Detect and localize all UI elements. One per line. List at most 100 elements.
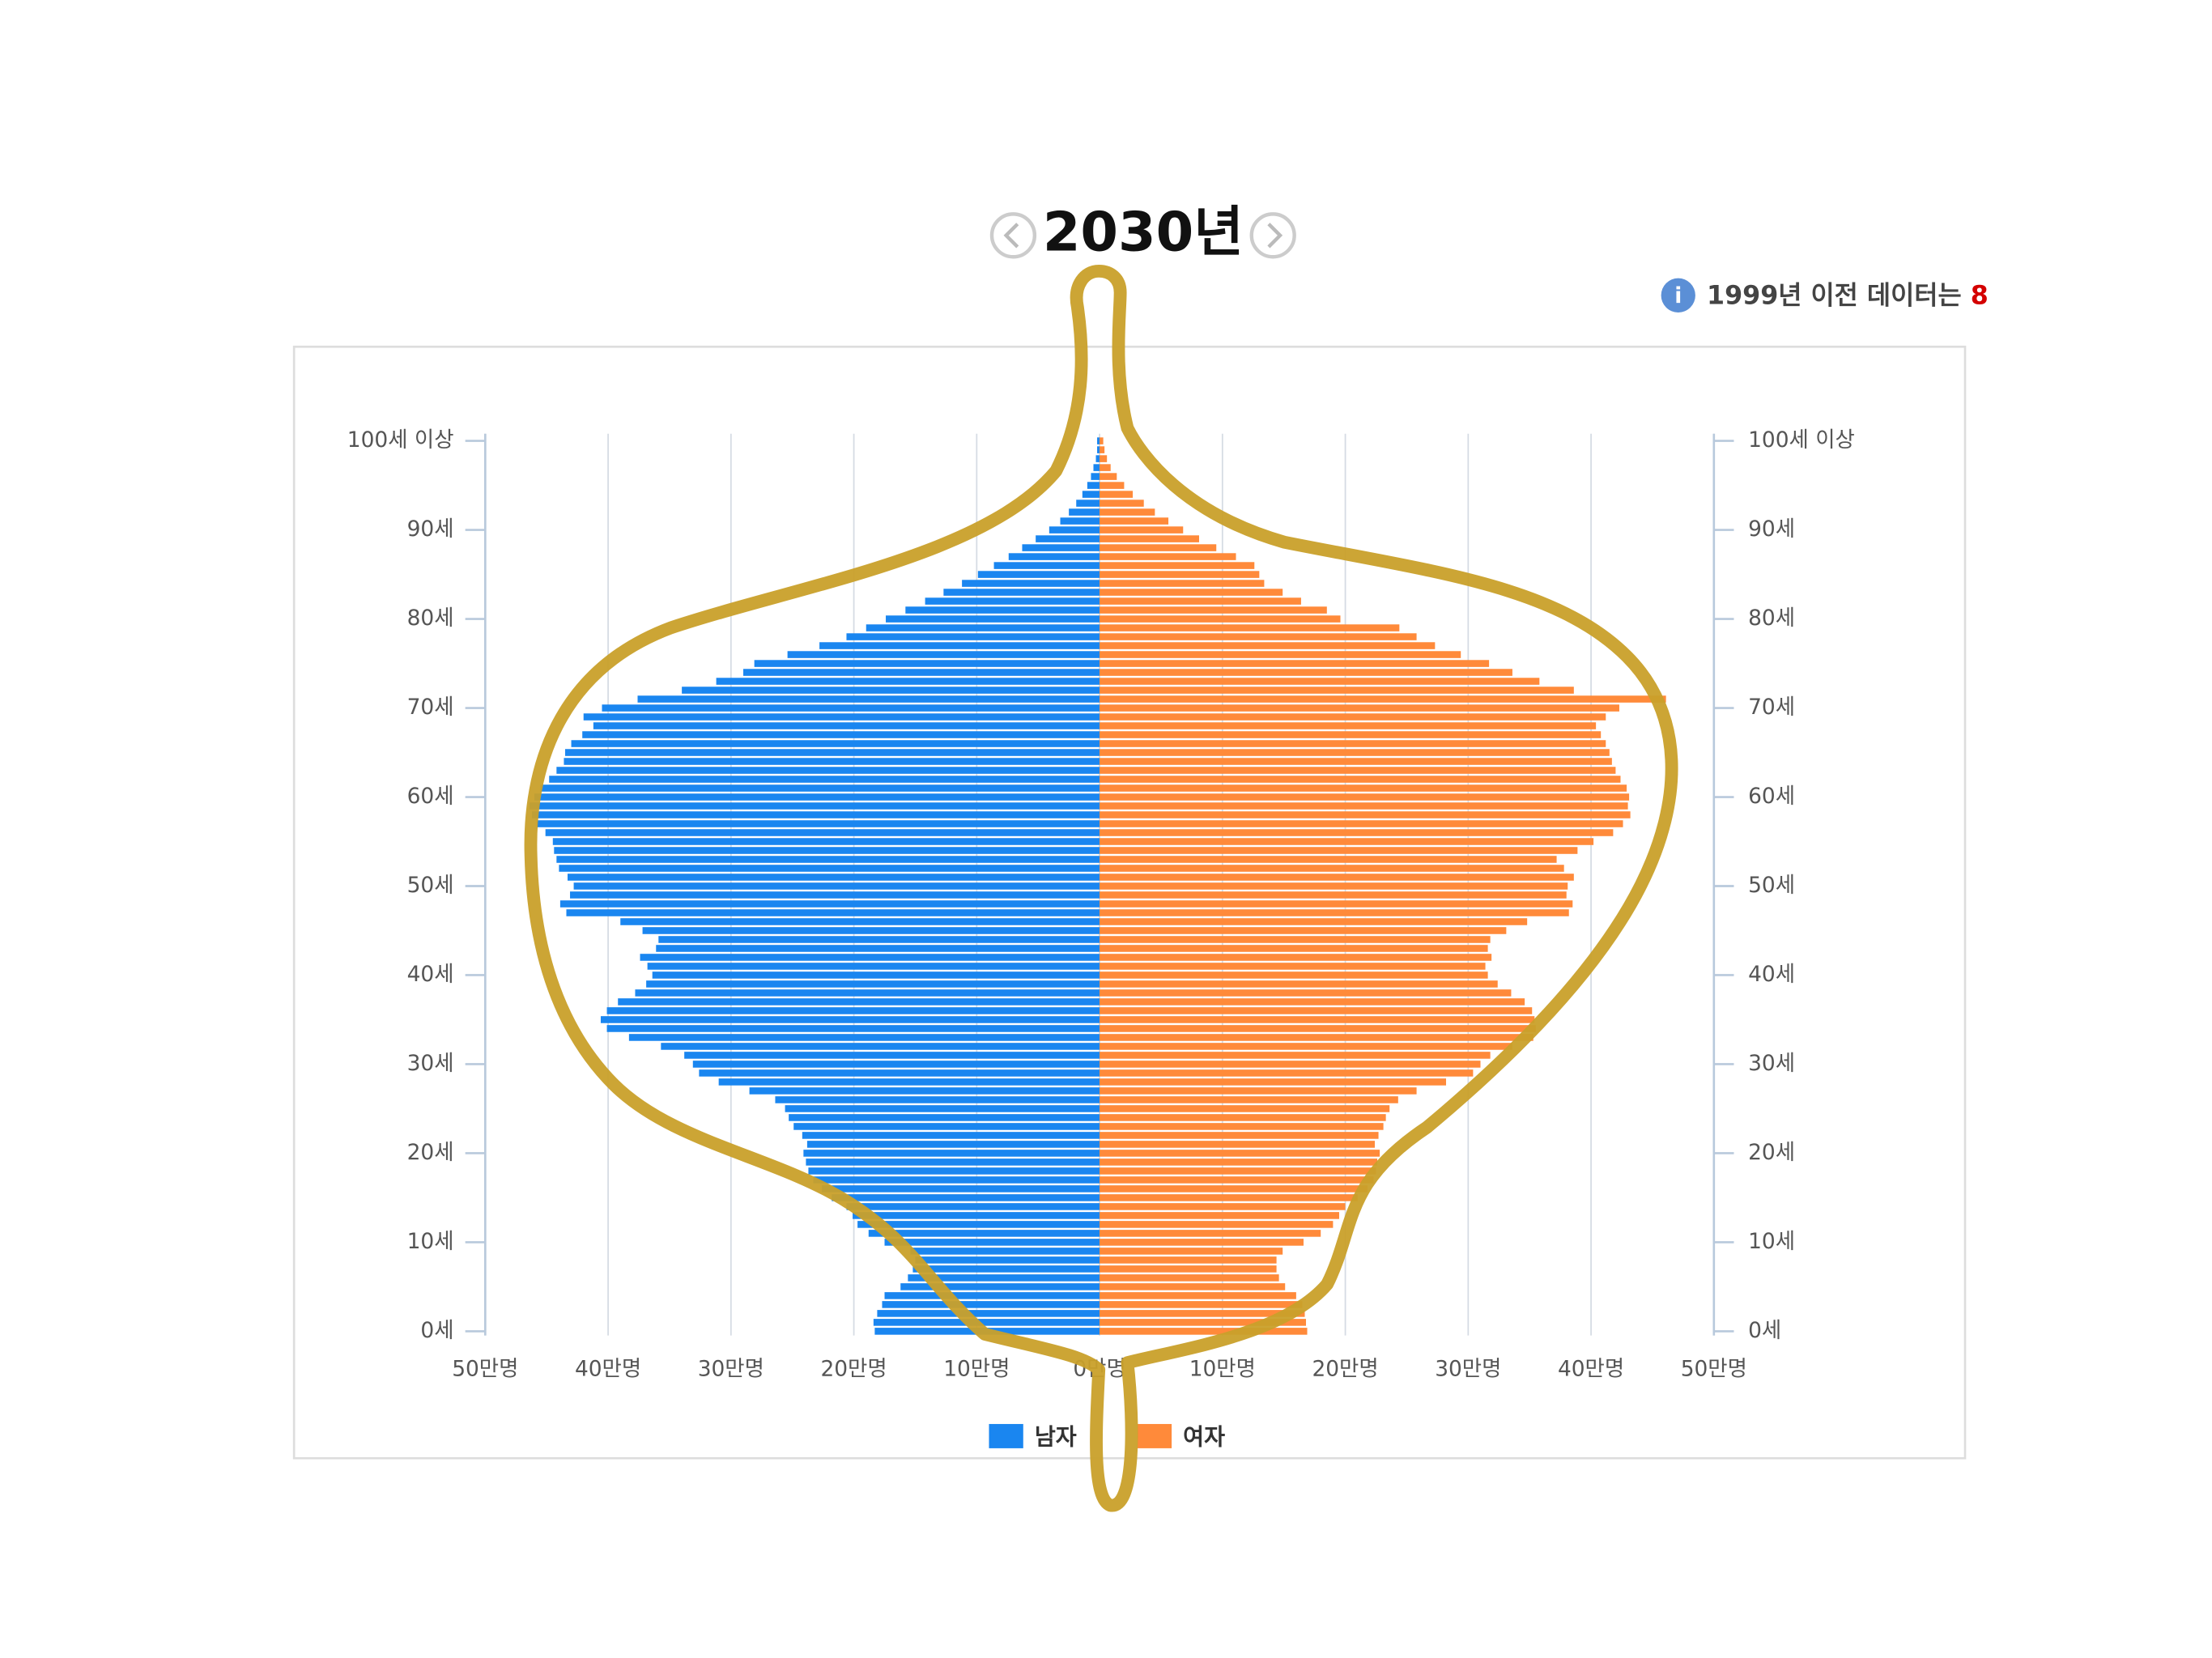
prev-button[interactable] [989, 212, 1037, 259]
bar [803, 1150, 1100, 1157]
bar [886, 615, 1100, 623]
bar [534, 793, 1100, 801]
bar [1100, 963, 1486, 970]
y-tick-label: 40세 [1748, 962, 1795, 987]
bar [1100, 482, 1125, 489]
bar [866, 624, 1100, 631]
bar [1100, 713, 1606, 721]
info-icon [1661, 278, 1695, 312]
bar [925, 597, 1100, 605]
bar [1100, 1052, 1491, 1059]
bar [559, 900, 1100, 908]
plot: 50만명 40만명 30만명 20만명 10만명 0만명 10만명 20만명 30만명 40만명 5… [347, 427, 1855, 1450]
bar [1100, 891, 1567, 899]
bar [684, 1052, 1100, 1059]
bar [1095, 455, 1100, 462]
bar [1100, 1274, 1279, 1282]
bar [1100, 1105, 1390, 1112]
bar [571, 740, 1100, 747]
y-tick-label: 30세 [407, 1051, 454, 1076]
bar [531, 811, 1100, 818]
bar [873, 1319, 1100, 1326]
y-tick-label: 80세 [1748, 606, 1795, 631]
bar [1008, 553, 1100, 560]
bar [806, 1158, 1100, 1166]
bar [1100, 687, 1574, 694]
bar [1100, 678, 1540, 685]
y-tick-label: 40세 [407, 962, 454, 987]
bar [718, 1078, 1100, 1086]
bar [1100, 1096, 1398, 1103]
bar [1100, 1132, 1379, 1139]
bar [1100, 1212, 1339, 1219]
bar [1100, 473, 1117, 480]
legend-swatch [989, 1423, 1023, 1448]
bar [1100, 820, 1623, 827]
x-tick-label: 10만명 [943, 1356, 1010, 1381]
bar [699, 1069, 1100, 1077]
bar [682, 687, 1100, 694]
bar [1100, 882, 1568, 890]
bar [1100, 553, 1236, 560]
x-tick-label: 30만명 [1435, 1356, 1501, 1381]
bar [846, 1203, 1100, 1210]
bar [742, 669, 1100, 676]
bar [583, 713, 1100, 721]
x-tick-label: 10만명 [1189, 1356, 1256, 1381]
bar [1100, 793, 1630, 801]
bar [570, 891, 1100, 899]
y-tick-label: 50세 [1748, 873, 1795, 898]
bar [1100, 517, 1169, 525]
bar [1100, 1025, 1536, 1032]
bar [1100, 1283, 1286, 1290]
y-tick-label: 80세 [407, 606, 454, 631]
y-tick-label: 70세 [407, 695, 454, 720]
x-tick-label: 20만명 [820, 1356, 887, 1381]
bar [1100, 802, 1628, 810]
bar [1100, 1016, 1535, 1023]
y-tick-label: 100세 이상 [1748, 427, 1855, 453]
bar [787, 651, 1100, 658]
bar [1100, 1185, 1368, 1192]
year-title: 2030년 [1043, 200, 1244, 263]
bar [618, 998, 1100, 1005]
bar [1100, 998, 1525, 1005]
bar [910, 1248, 1100, 1255]
info-text: 1999년 이전 데이터는 8 [1707, 282, 1989, 311]
info-link[interactable]: 8 [1971, 282, 1989, 311]
bar [1100, 651, 1461, 658]
bar [1100, 508, 1155, 516]
bar [1100, 945, 1488, 952]
y-tick-label: 60세 [1748, 784, 1795, 809]
y-tick-label: 20세 [407, 1140, 454, 1165]
bar [1100, 597, 1301, 605]
bar [582, 731, 1100, 738]
x-tick-label: 50만명 [452, 1356, 518, 1381]
y-tick-label: 60세 [407, 784, 454, 809]
bar [1100, 571, 1260, 578]
bar [529, 802, 1100, 810]
bar [882, 1301, 1100, 1308]
x-tick-label: 20만명 [1312, 1356, 1378, 1381]
bar [819, 642, 1100, 649]
bar [1100, 1230, 1321, 1237]
bar [1100, 526, 1184, 534]
bar [1100, 740, 1606, 747]
bar [1100, 1194, 1358, 1201]
y-tick-label: 50세 [407, 873, 454, 898]
y-tick-label: 10세 [1748, 1229, 1795, 1254]
bar [647, 963, 1100, 970]
bar [1100, 980, 1498, 988]
next-button[interactable] [1249, 212, 1296, 259]
y-tick-label: 90세 [1748, 517, 1795, 542]
bar [1100, 1248, 1283, 1255]
bar [1100, 856, 1557, 863]
bar [564, 758, 1100, 765]
bar [1100, 1061, 1481, 1068]
bar [1100, 1141, 1375, 1148]
bar [846, 633, 1100, 640]
bar [802, 1132, 1100, 1139]
prev-icon [1003, 223, 1019, 249]
bar [646, 980, 1100, 988]
